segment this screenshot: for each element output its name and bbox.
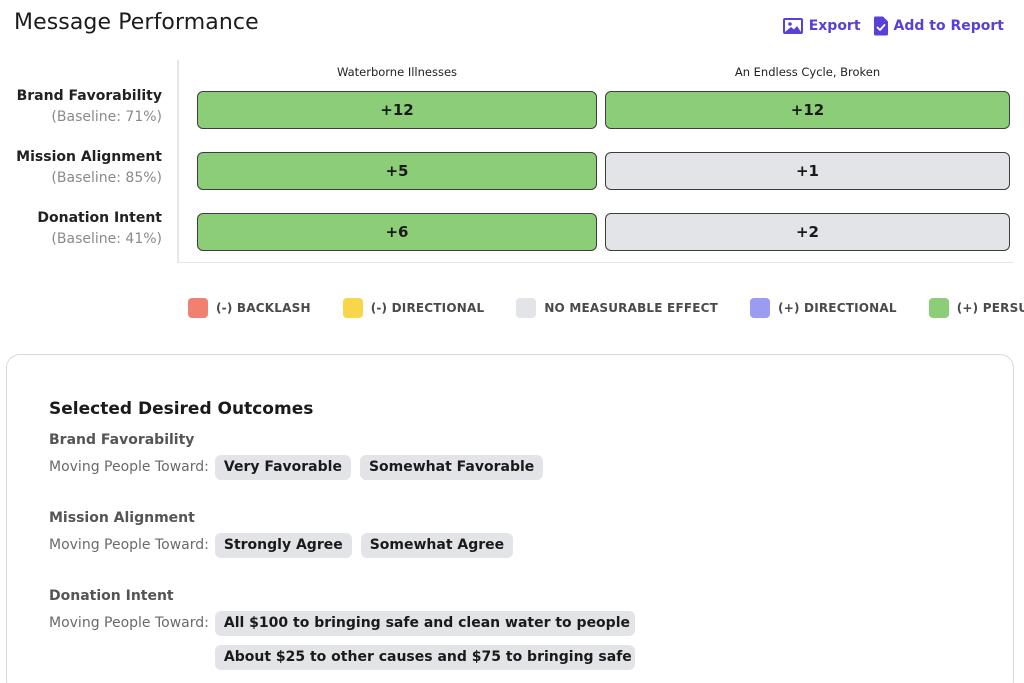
result-cell[interactable]: +2 — [605, 213, 1010, 251]
outcome-chip: About $25 to other causes and $75 to bri… — [214, 645, 635, 670]
outcome-chip: Somewhat Favorable — [359, 455, 544, 480]
outcome-chip: Somewhat Agree — [360, 533, 514, 558]
row-label-brand-favorability: Brand Favorability (Baseline: 71%) — [17, 86, 162, 128]
grid-divider-horizontal — [178, 262, 1014, 263]
row-label-mission-alignment: Mission Alignment (Baseline: 85%) — [16, 147, 162, 189]
toward-row: Moving People Toward: Very Favorable Som… — [49, 455, 544, 480]
column-header-endless-cycle: An Endless Cycle, Broken — [734, 65, 881, 79]
legend-swatch — [928, 298, 949, 318]
chip-list: All $100 to bringing safe and clean wate… — [214, 611, 635, 670]
document-check-icon — [873, 16, 889, 36]
baseline-value: (Baseline: 41%) — [51, 231, 162, 247]
metric-name: Donation Intent — [37, 210, 162, 226]
toward-row: Moving People Toward: Strongly Agree Som… — [49, 533, 514, 558]
desired-outcomes-card: Selected Desired Outcomes Brand Favorabi… — [6, 354, 1014, 683]
outcome-group-mission-alignment: Mission Alignment Moving People Toward: … — [49, 509, 514, 558]
outcome-chip: Very Favorable — [214, 455, 351, 480]
image-icon — [782, 17, 804, 35]
legend-label: (+) PERSUASIVE — [956, 301, 1024, 315]
outcome-name: Mission Alignment — [49, 510, 195, 526]
legend-swatch — [750, 298, 771, 318]
baseline-value: (Baseline: 85%) — [51, 170, 162, 186]
outcome-group-donation-intent: Donation Intent Moving People Toward: Al… — [49, 587, 635, 670]
row-labels: Brand Favorability (Baseline: 71%) Missi… — [0, 60, 176, 265]
page-title: Message Performance — [14, 10, 259, 35]
legend-label: (-) DIRECTIONAL — [370, 301, 485, 315]
card-title: Selected Desired Outcomes — [49, 399, 314, 419]
result-cell[interactable]: +12 — [197, 91, 597, 129]
grid-divider-vertical — [177, 60, 179, 263]
export-button[interactable]: Export — [782, 17, 861, 35]
legend-swatch — [188, 298, 208, 318]
header-actions: Export Add to Report — [782, 16, 1004, 36]
toward-label: Moving People Toward: — [49, 537, 209, 553]
outcome-name: Donation Intent — [49, 588, 174, 604]
result-cell[interactable]: +6 — [197, 213, 597, 251]
row-label-donation-intent: Donation Intent (Baseline: 41%) — [37, 208, 162, 250]
legend-swatch — [516, 298, 537, 318]
metric-name: Mission Alignment — [16, 149, 162, 165]
legend-label: NO MEASURABLE EFFECT — [544, 301, 719, 315]
chip-list: Strongly Agree Somewhat Agree — [214, 533, 514, 558]
add-to-report-label: Add to Report — [893, 18, 1004, 34]
effect-legend: (-) BACKLASH (-) DIRECTIONAL NO MEASURAB… — [188, 298, 1024, 318]
outcome-chip: Strongly Agree — [214, 533, 352, 558]
outcome-group-brand-favorability: Brand Favorability Moving People Toward:… — [49, 431, 544, 480]
metric-name: Brand Favorability — [16, 88, 162, 104]
chip-list: Very Favorable Somewhat Favorable — [214, 455, 544, 480]
legend-item-negative-directional: (-) DIRECTIONAL — [342, 298, 485, 318]
baseline-value: (Baseline: 71%) — [51, 109, 162, 125]
column-header-waterborne-illnesses: Waterborne Illnesses — [336, 65, 458, 79]
outcome-chip: All $100 to bringing safe and clean wate… — [214, 611, 635, 636]
legend-item-no-effect: NO MEASURABLE EFFECT — [516, 298, 718, 318]
result-cell[interactable]: +12 — [605, 91, 1010, 129]
export-label: Export — [808, 18, 861, 34]
legend-item-positive-directional: (+) DIRECTIONAL — [750, 298, 897, 318]
performance-grid: Brand Favorability (Baseline: 71%) Missi… — [0, 60, 1024, 265]
legend-label: (-) BACKLASH — [216, 301, 311, 315]
result-cell[interactable]: +1 — [605, 152, 1010, 190]
result-cell[interactable]: +5 — [197, 152, 597, 190]
legend-swatch — [342, 298, 363, 318]
toward-label: Moving People Toward: — [49, 615, 209, 631]
toward-label: Moving People Toward: — [49, 459, 209, 475]
toward-row: Moving People Toward: All $100 to bringi… — [49, 611, 635, 670]
add-to-report-button[interactable]: Add to Report — [873, 16, 1004, 36]
legend-item-persuasive: (+) PERSUASIVE — [928, 298, 1024, 318]
legend-item-backlash: (-) BACKLASH — [188, 298, 311, 318]
legend-label: (+) DIRECTIONAL — [778, 301, 897, 315]
outcome-name: Brand Favorability — [49, 432, 195, 448]
